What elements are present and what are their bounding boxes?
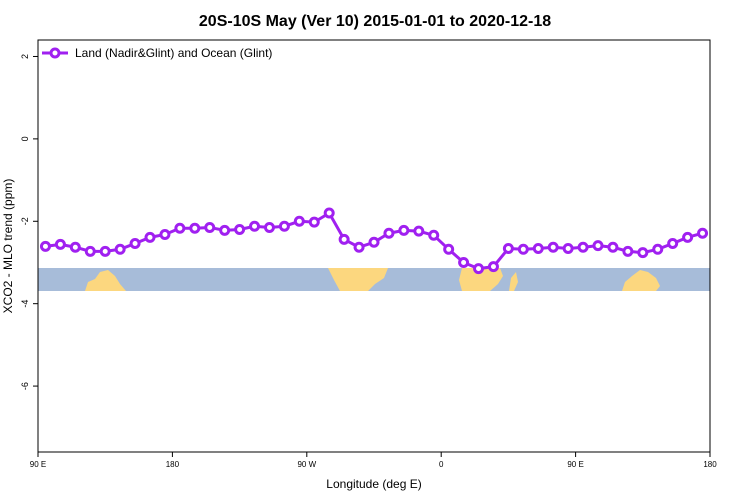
point [428, 229, 440, 241]
legend-marker [49, 47, 61, 59]
land [622, 270, 660, 291]
point [84, 245, 96, 257]
y-tick-label: 0 [20, 136, 30, 141]
point [99, 245, 111, 257]
point [54, 238, 66, 250]
point [473, 263, 485, 275]
point [622, 245, 634, 257]
y-tick-label: -2 [20, 217, 30, 225]
point [353, 241, 365, 253]
point [159, 228, 171, 240]
point [69, 241, 81, 253]
plot-frame [37, 39, 711, 453]
point [278, 220, 290, 232]
point [592, 240, 604, 252]
land [459, 268, 503, 291]
legend-label: Land (Nadir&Glint) and Ocean (Glint) [75, 46, 272, 60]
point [413, 225, 425, 237]
point [144, 231, 156, 243]
land [85, 270, 126, 291]
point [114, 243, 126, 255]
point [517, 243, 529, 255]
x-tick-label: 180 [703, 460, 717, 469]
point [443, 243, 455, 255]
map-band [38, 268, 710, 291]
point [293, 215, 305, 227]
point [383, 227, 395, 239]
point [323, 207, 335, 219]
x-tick-label: 90 W [297, 460, 316, 469]
point [532, 242, 544, 254]
point [487, 261, 499, 273]
point [39, 240, 51, 252]
point [398, 224, 410, 236]
x-tick-label: 0 [439, 460, 444, 469]
point [562, 242, 574, 254]
land [328, 268, 388, 291]
legend: Land (Nadir&Glint) and Ocean (Glint) [42, 46, 272, 60]
point [652, 243, 664, 255]
point [547, 241, 559, 253]
y-tick-label: -6 [20, 382, 30, 390]
y-axis-label: XCO2 - MLO trend (ppm) [1, 179, 15, 314]
point [338, 233, 350, 245]
point [219, 224, 231, 236]
point [308, 216, 320, 228]
point [682, 231, 694, 243]
x-tick-label: 180 [166, 460, 180, 469]
point [189, 222, 201, 234]
point [204, 221, 216, 233]
chart-title: 20S-10S May (Ver 10) 2015-01-01 to 2020-… [199, 13, 551, 30]
y-tick-label: 2 [20, 54, 30, 59]
x-tick-label: 90 E [567, 460, 583, 469]
point [458, 256, 470, 268]
point [249, 220, 261, 232]
point [637, 247, 649, 259]
land [509, 272, 518, 291]
point [174, 222, 186, 234]
point [502, 242, 514, 254]
y-tick-label: -4 [20, 300, 30, 308]
x-tick-label: 90 E [30, 460, 46, 469]
point [129, 238, 141, 250]
point [234, 224, 246, 236]
point [607, 241, 619, 253]
point [368, 236, 380, 248]
point [577, 241, 589, 253]
x-axis-label: Longitude (deg E) [326, 477, 421, 491]
point [263, 221, 275, 233]
point [697, 227, 709, 239]
point [667, 238, 679, 250]
